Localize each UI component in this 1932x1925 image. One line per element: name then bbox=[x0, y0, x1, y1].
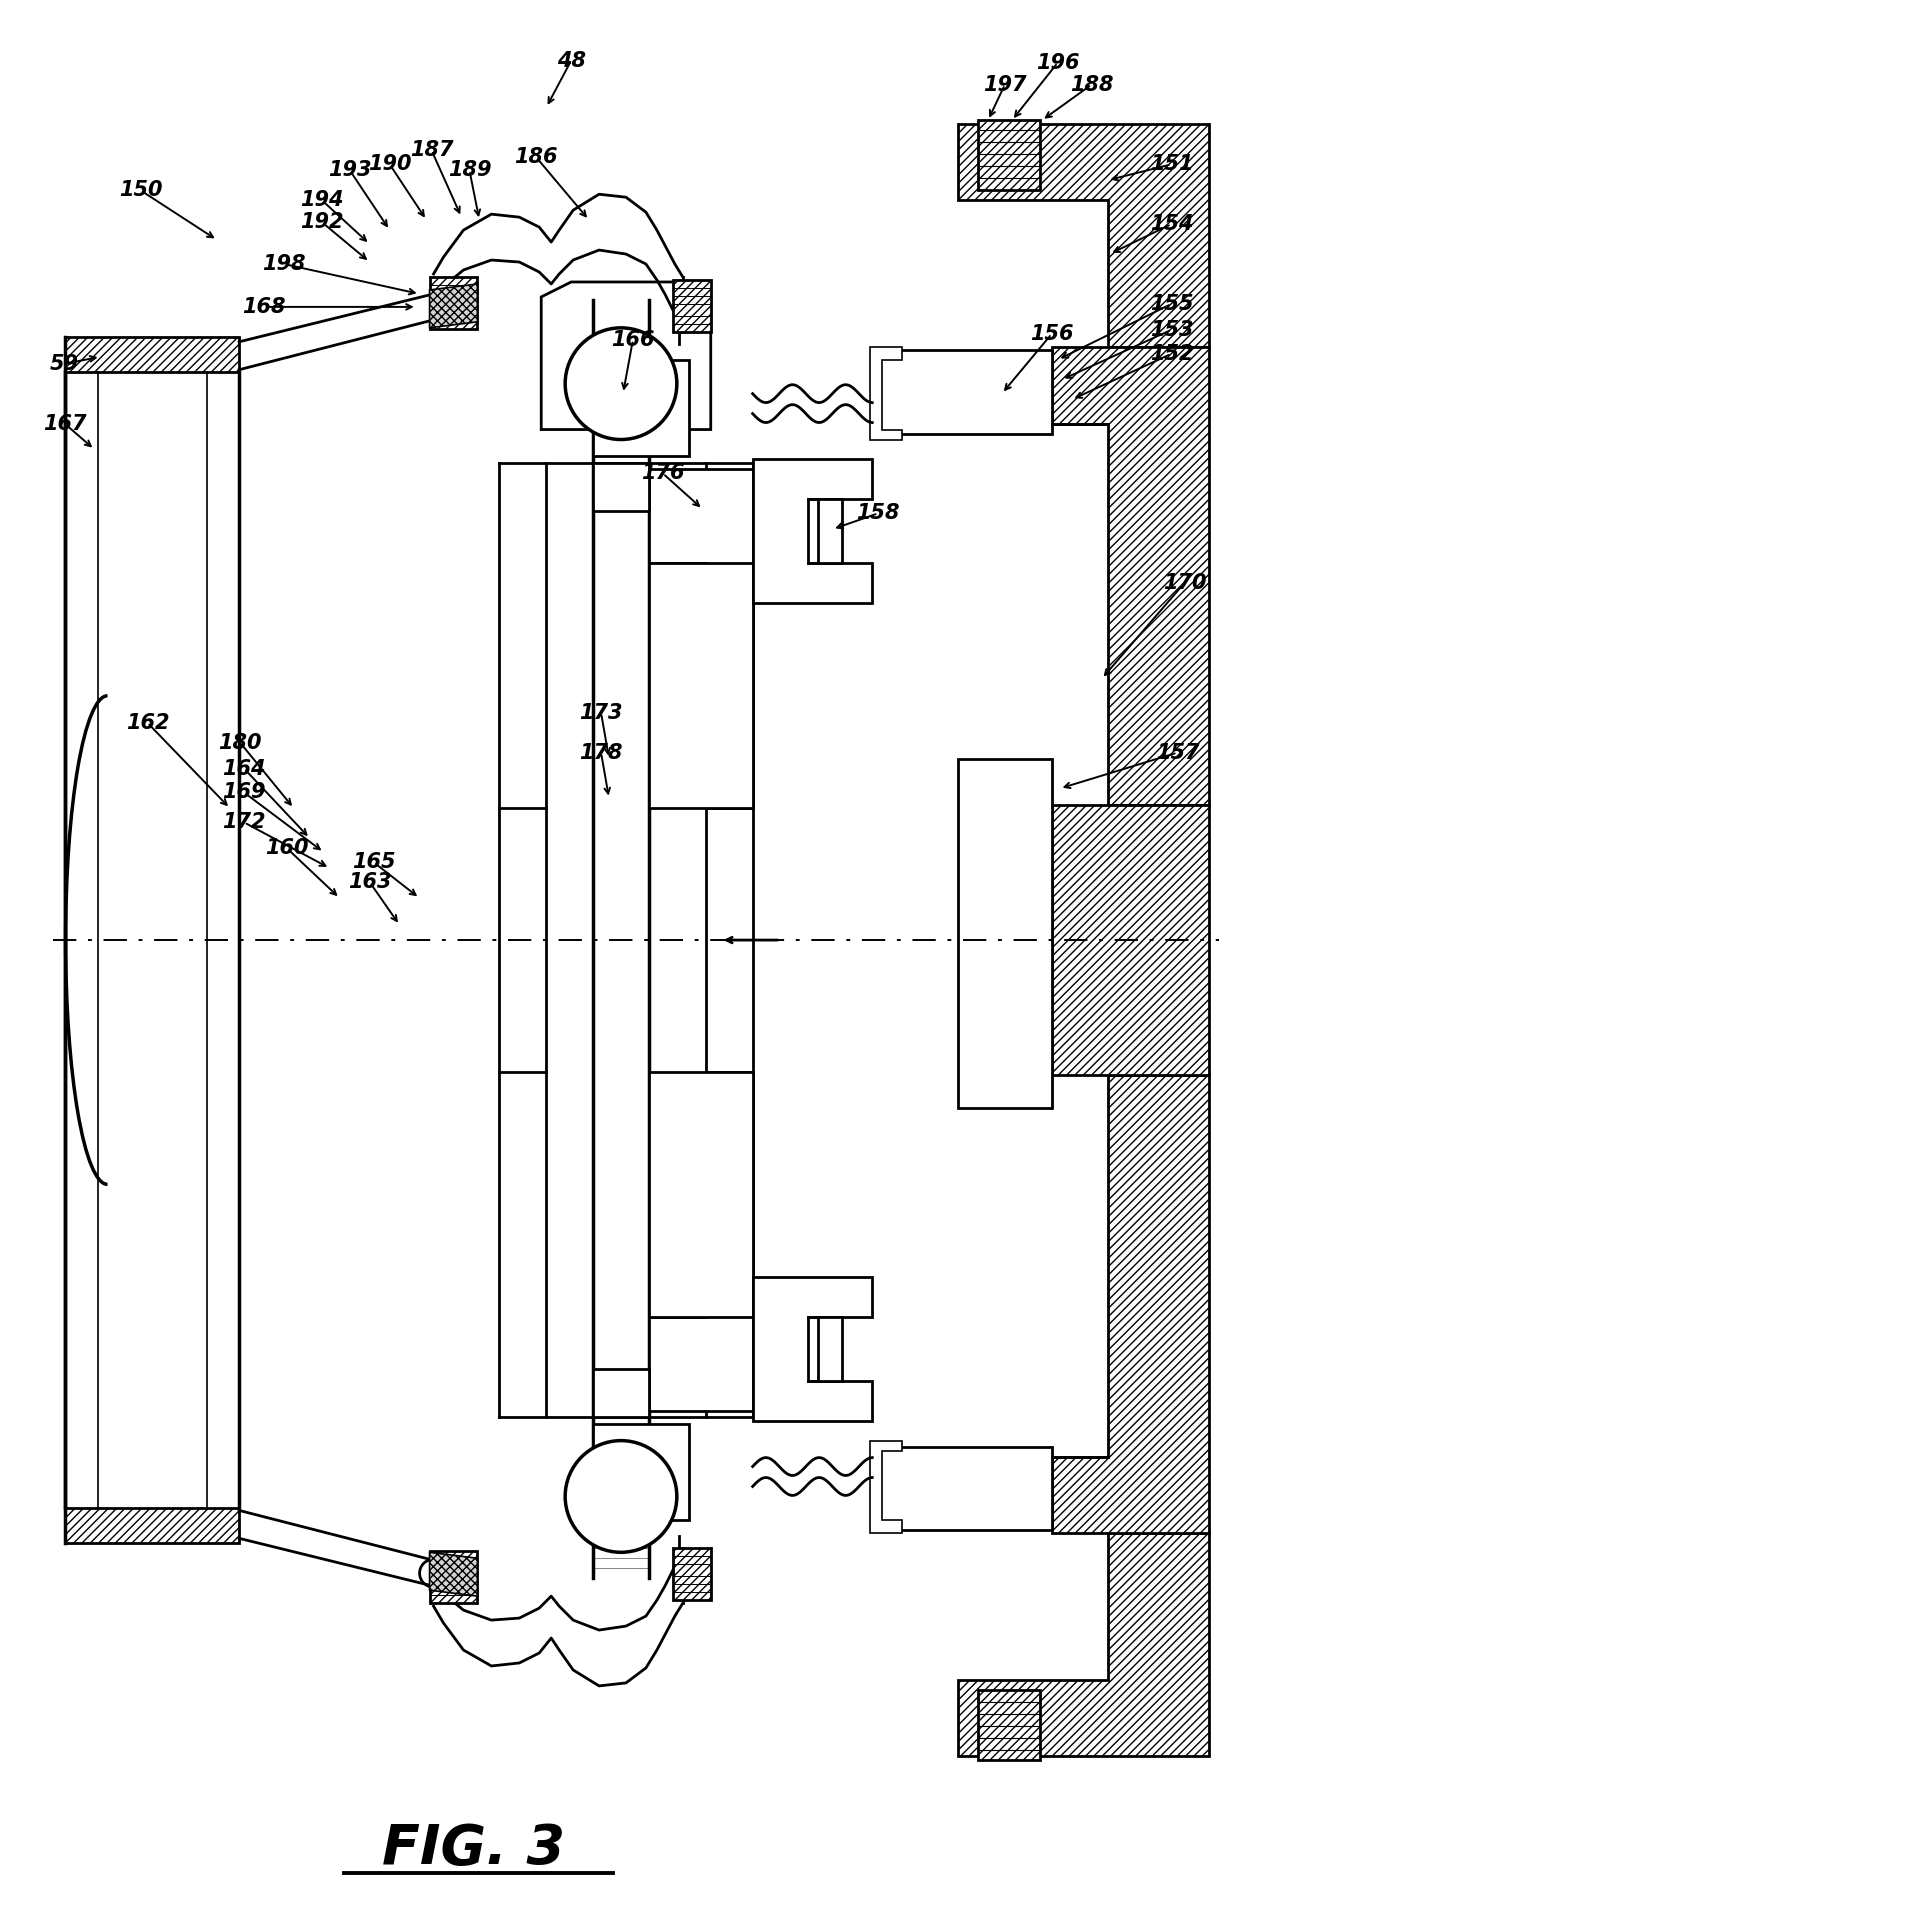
Polygon shape bbox=[649, 1072, 752, 1317]
Text: 172: 172 bbox=[222, 812, 267, 832]
Polygon shape bbox=[649, 564, 752, 808]
Text: 166: 166 bbox=[611, 329, 655, 350]
Text: 163: 163 bbox=[348, 872, 392, 891]
Text: 160: 160 bbox=[265, 837, 309, 859]
Text: 180: 180 bbox=[218, 733, 261, 753]
Polygon shape bbox=[869, 1440, 902, 1534]
Text: 154: 154 bbox=[1150, 214, 1192, 235]
Text: 167: 167 bbox=[43, 414, 87, 433]
Polygon shape bbox=[593, 1424, 688, 1521]
Polygon shape bbox=[871, 1446, 1051, 1530]
Circle shape bbox=[564, 1440, 676, 1552]
Polygon shape bbox=[593, 1369, 649, 1417]
Text: 186: 186 bbox=[514, 148, 558, 167]
Polygon shape bbox=[871, 350, 1051, 433]
Polygon shape bbox=[593, 360, 688, 456]
Text: 153: 153 bbox=[1150, 320, 1192, 341]
Text: 193: 193 bbox=[328, 160, 371, 181]
Text: 196: 196 bbox=[1036, 52, 1078, 73]
Polygon shape bbox=[429, 1552, 477, 1596]
Text: 162: 162 bbox=[126, 712, 168, 733]
Polygon shape bbox=[593, 464, 649, 512]
Polygon shape bbox=[429, 1552, 477, 1604]
Text: 165: 165 bbox=[352, 853, 396, 872]
Polygon shape bbox=[429, 277, 477, 329]
Polygon shape bbox=[978, 121, 1039, 191]
Text: 197: 197 bbox=[983, 75, 1026, 94]
Polygon shape bbox=[869, 346, 902, 439]
Text: FIG. 3: FIG. 3 bbox=[383, 1823, 564, 1877]
Text: 156: 156 bbox=[1030, 323, 1072, 345]
Polygon shape bbox=[817, 499, 842, 564]
Polygon shape bbox=[541, 281, 711, 429]
Text: 173: 173 bbox=[580, 703, 622, 722]
Text: 198: 198 bbox=[263, 254, 305, 273]
Polygon shape bbox=[672, 1548, 711, 1600]
Polygon shape bbox=[649, 470, 752, 808]
Text: 158: 158 bbox=[856, 502, 900, 524]
Polygon shape bbox=[958, 1534, 1209, 1756]
Text: 176: 176 bbox=[641, 464, 684, 483]
Text: 192: 192 bbox=[299, 212, 344, 233]
Text: 190: 190 bbox=[367, 154, 412, 175]
Polygon shape bbox=[752, 1276, 871, 1421]
Polygon shape bbox=[64, 337, 240, 372]
Polygon shape bbox=[978, 1690, 1039, 1759]
Polygon shape bbox=[672, 279, 711, 331]
Polygon shape bbox=[958, 125, 1209, 346]
Text: 48: 48 bbox=[556, 50, 585, 71]
Text: 155: 155 bbox=[1150, 295, 1192, 314]
Text: 152: 152 bbox=[1150, 345, 1192, 364]
Text: 168: 168 bbox=[242, 296, 286, 318]
Polygon shape bbox=[1051, 1074, 1209, 1534]
Text: 169: 169 bbox=[222, 782, 267, 803]
Text: 164: 164 bbox=[222, 758, 267, 778]
Text: 151: 151 bbox=[1150, 154, 1192, 175]
Text: 170: 170 bbox=[1161, 574, 1206, 593]
Text: 187: 187 bbox=[410, 141, 454, 160]
Polygon shape bbox=[1051, 805, 1209, 1074]
Text: 194: 194 bbox=[299, 191, 344, 210]
Text: 178: 178 bbox=[580, 743, 622, 762]
Text: 150: 150 bbox=[118, 181, 162, 200]
Polygon shape bbox=[429, 285, 477, 327]
Polygon shape bbox=[649, 1072, 752, 1411]
Polygon shape bbox=[817, 1317, 842, 1380]
Polygon shape bbox=[1051, 346, 1209, 805]
Polygon shape bbox=[958, 758, 1051, 1107]
Text: 59: 59 bbox=[50, 354, 79, 373]
Circle shape bbox=[564, 327, 676, 439]
Text: 157: 157 bbox=[1155, 743, 1198, 762]
Text: 189: 189 bbox=[448, 160, 491, 181]
Text: 188: 188 bbox=[1068, 75, 1113, 94]
Polygon shape bbox=[64, 1509, 240, 1544]
Polygon shape bbox=[752, 460, 871, 603]
